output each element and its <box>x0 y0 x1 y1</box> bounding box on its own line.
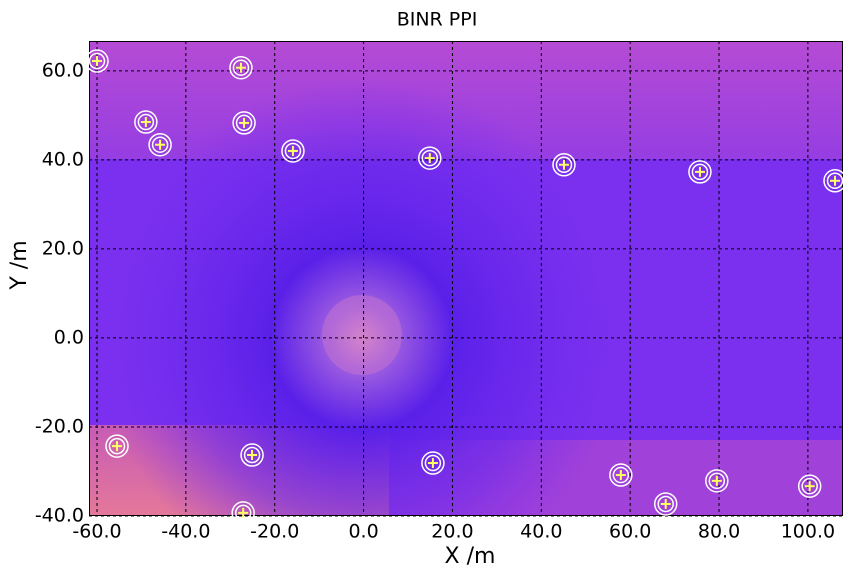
marker-ring-inner <box>424 454 442 472</box>
y-tick-label: -20.0 <box>35 415 84 437</box>
marker-ring-outer <box>232 111 256 135</box>
y-tick-label: 0.0 <box>54 326 84 348</box>
x-tick-label: -60.0 <box>72 521 121 543</box>
marker-ring-outer <box>105 434 129 458</box>
y-tick-label: 20.0 <box>42 237 84 259</box>
x-tick-label: 100.0 <box>781 521 835 543</box>
marker-ring-inner <box>691 163 709 181</box>
marker-ring-inner <box>421 149 439 167</box>
marker <box>705 469 729 493</box>
x-tick-label: -40.0 <box>161 521 210 543</box>
marker <box>421 451 445 475</box>
x-axis-label: X /m <box>445 544 496 569</box>
chart-title: BINR PPI <box>397 9 478 31</box>
marker-ring-outer <box>229 55 253 80</box>
marker-ring-inner <box>151 136 169 153</box>
marker-ring-outer <box>552 153 576 177</box>
marker-ring-inner <box>708 472 726 490</box>
marker-ring-outer <box>85 49 109 73</box>
marker-ring-inner <box>801 477 818 495</box>
marker-ring-outer <box>797 474 822 498</box>
x-tick-label: 80.0 <box>698 521 740 543</box>
marker-ring-inner <box>657 495 674 513</box>
marker-ring-outer <box>823 169 843 193</box>
marker-ring-outer <box>240 443 264 467</box>
marker-ring-outer <box>134 110 158 134</box>
marker-ring-outer <box>231 501 255 525</box>
marker-ring-inner <box>243 446 261 464</box>
marker-ring-inner <box>232 59 250 76</box>
y-axis-label: Y /m <box>7 240 32 290</box>
marker-ring-outer <box>148 132 172 157</box>
marker-ring-inner <box>284 142 302 160</box>
x-tick-label: -20.0 <box>250 521 299 543</box>
marker-ring-inner <box>235 114 253 132</box>
x-tick-label: 60.0 <box>609 521 651 543</box>
marker-ring-inner <box>612 466 630 484</box>
marker <box>552 153 576 177</box>
marker <box>231 501 255 525</box>
marker <box>134 110 158 134</box>
marker <box>609 463 633 487</box>
marker <box>148 132 172 157</box>
radar-image <box>89 41 843 516</box>
grid <box>89 41 843 517</box>
marker <box>688 160 712 184</box>
marker <box>281 139 305 163</box>
marker-ring-outer <box>688 160 712 184</box>
y-tick-label: 40.0 <box>42 148 84 170</box>
markers <box>85 49 843 525</box>
y-tick-label: 60.0 <box>42 59 84 81</box>
marker <box>797 474 822 498</box>
marker <box>229 55 253 80</box>
x-tick-label: 0.0 <box>348 521 378 543</box>
x-tick-label: 40.0 <box>520 521 562 543</box>
marker-ring-inner <box>555 156 573 174</box>
marker-ring-outer <box>421 451 445 475</box>
marker <box>105 434 129 458</box>
marker <box>653 492 678 516</box>
marker-ring-outer <box>418 146 442 170</box>
marker <box>240 443 264 467</box>
marker-ring-inner <box>108 437 126 455</box>
marker-ring-inner <box>234 504 252 522</box>
marker <box>232 111 256 135</box>
marker-ring-outer <box>705 469 729 493</box>
marker-ring-inner <box>137 113 155 131</box>
marker-ring-outer <box>281 139 305 163</box>
marker-ring-outer <box>609 463 633 487</box>
marker <box>418 146 442 170</box>
marker-ring-inner <box>88 52 106 70</box>
marker-ring-outer <box>653 492 678 516</box>
y-tick-label: -40.0 <box>35 505 84 527</box>
marker <box>85 49 109 73</box>
x-tick-label: 20.0 <box>431 521 473 543</box>
